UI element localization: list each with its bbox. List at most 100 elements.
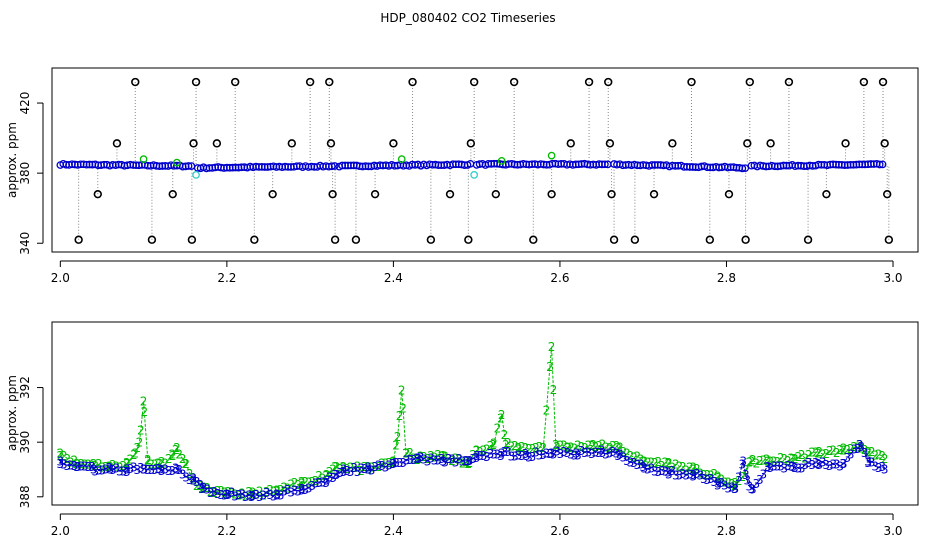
series-marker: 2: [256, 485, 264, 499]
series-marker: 3: [609, 445, 617, 459]
x-tick-label: 3.0: [883, 271, 902, 285]
series-marker: 3: [483, 450, 491, 464]
cyan-point: [192, 171, 200, 179]
baseline-point: [738, 164, 747, 173]
series-marker: 2: [140, 405, 148, 419]
series-marker: 3: [679, 467, 687, 481]
series-marker: 3: [273, 487, 281, 501]
series-marker: 3: [64, 459, 72, 473]
series-marker: 3: [766, 461, 774, 475]
outlier-point: [766, 139, 775, 148]
series-marker: 2: [336, 462, 344, 476]
series-marker: 2: [819, 447, 827, 461]
series-marker: 3: [665, 467, 673, 481]
series-marker: 2: [595, 439, 603, 453]
series-marker: 2: [689, 463, 697, 477]
series-marker: 2: [641, 454, 649, 468]
series-marker: 2: [102, 460, 110, 474]
series-marker: 2: [606, 441, 614, 455]
series-marker: 3: [140, 463, 148, 477]
series-marker: 3: [588, 447, 596, 461]
series-marker: 3: [95, 464, 103, 478]
series-marker: 3: [340, 463, 348, 477]
series-marker: 2: [172, 443, 180, 457]
series-marker: 3: [655, 465, 663, 479]
series-marker: 2: [773, 455, 781, 469]
series-marker: 2: [427, 449, 435, 463]
green-point: [397, 155, 406, 163]
series-marker: 2: [662, 456, 670, 470]
series-marker: 3: [242, 490, 250, 504]
outlier-point: [884, 235, 894, 244]
series-marker: 2: [639, 454, 647, 468]
series-marker: 2: [273, 484, 281, 498]
series-marker: 3: [812, 456, 820, 470]
outlier-point: [668, 139, 677, 148]
series-marker: 3: [854, 442, 862, 456]
series-marker: 2: [738, 470, 746, 484]
series-marker: 2: [396, 409, 404, 423]
baseline-point: [327, 162, 336, 171]
series-marker: 2: [161, 456, 169, 470]
series-marker: 2: [847, 442, 855, 456]
marks-top: [56, 77, 894, 244]
series-marker: 3: [173, 463, 181, 477]
series-marker: 3: [711, 475, 719, 489]
series-marker: 2: [469, 448, 477, 462]
series-marker: 2: [81, 457, 89, 471]
series-marker: 3: [627, 456, 635, 470]
series-marker: 3: [822, 458, 830, 472]
series-marker: 3: [662, 464, 670, 478]
series-marker: 2: [764, 454, 772, 468]
series-marker: 2: [210, 486, 218, 500]
series-marker: 3: [764, 460, 772, 474]
series-marker: 3: [749, 482, 757, 496]
series-marker: 3: [200, 481, 208, 495]
panel-top: 2.0 2.2 2.4 2.6 2.8 3.0 340 380 420 approx. ppm: [5, 67, 919, 285]
series-marker: 2: [731, 479, 739, 493]
series-marker: 3: [74, 460, 82, 474]
series-marker: 2: [571, 442, 579, 456]
baseline-point: [741, 164, 750, 173]
series-marker: 3: [291, 484, 299, 498]
series-marker: 3: [805, 456, 813, 470]
series-marker: 3: [623, 454, 631, 468]
series-marker: 2: [875, 448, 883, 462]
series-marker: 2: [502, 438, 510, 452]
series-marker: 2: [658, 459, 666, 473]
series-marker: 2: [173, 441, 181, 455]
y-axis-bottom: 388 390 392: [18, 376, 44, 508]
series-marker: 2: [480, 444, 488, 458]
y-axis-top: 340 380 420: [18, 92, 44, 255]
series-marker: 2: [748, 454, 756, 468]
series-marker: 3: [403, 454, 411, 468]
series-marker: 3: [651, 464, 659, 478]
outlier-point: [305, 77, 315, 87]
series-marker: 2: [214, 484, 222, 498]
series-marker: 2: [329, 463, 337, 477]
outlier-point: [469, 77, 479, 87]
series-marker: 3: [189, 472, 197, 486]
series-marker: 2: [574, 438, 582, 452]
series-marker: 2: [836, 443, 844, 457]
series-marker: 2: [791, 452, 799, 466]
series-marker: 2: [357, 464, 365, 478]
series-marker: 3: [784, 459, 792, 473]
x-tick-label: 2.0: [51, 524, 70, 538]
series-marker: 3: [585, 446, 593, 460]
series-marker: 2: [95, 457, 103, 471]
series-marker: 2: [529, 442, 537, 456]
series-marker: 3: [172, 461, 180, 475]
outlier-point: [168, 189, 177, 199]
series-marker: 2: [158, 455, 166, 469]
series-marker: 3: [357, 461, 365, 475]
series-marker: 3: [704, 473, 712, 487]
series-marker: 3: [228, 485, 236, 499]
series-marker: 2: [504, 436, 512, 450]
series-marker: 2: [130, 448, 138, 462]
y-tick-label: 388: [18, 485, 32, 508]
series-marker: 2: [410, 451, 418, 465]
outlier-point: [351, 235, 361, 244]
series-marker: 2: [312, 474, 320, 488]
series-marker: 3: [196, 478, 204, 492]
